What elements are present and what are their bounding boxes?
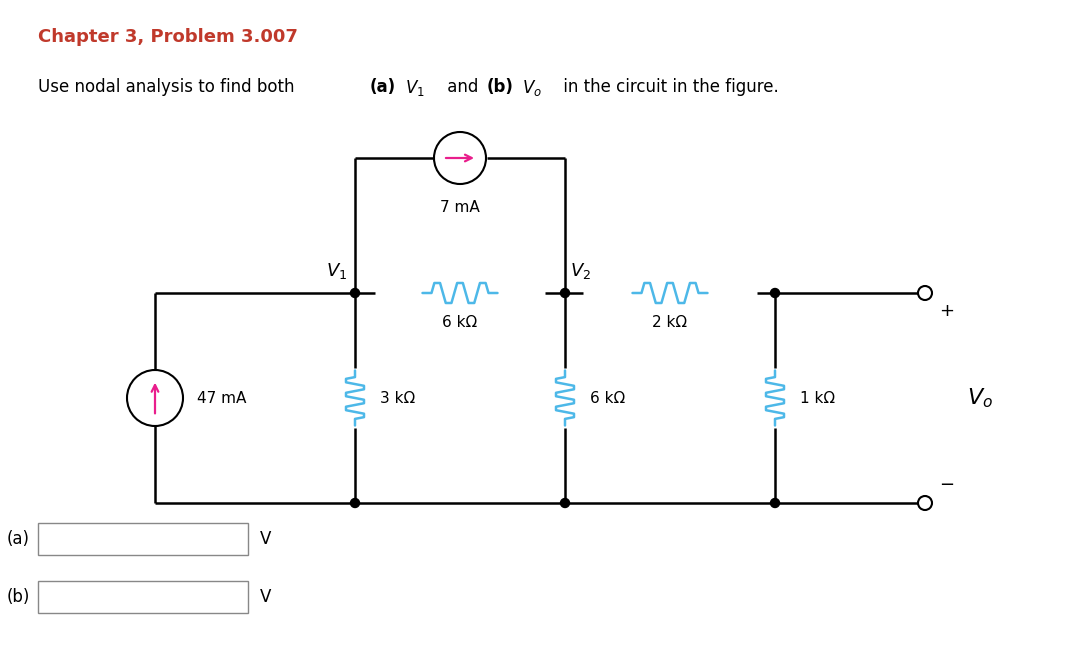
Circle shape xyxy=(770,498,780,507)
Circle shape xyxy=(127,370,183,426)
Circle shape xyxy=(770,289,780,298)
Text: (b): (b) xyxy=(6,588,30,606)
Text: 47 mA: 47 mA xyxy=(197,390,246,406)
Circle shape xyxy=(918,286,932,300)
Text: (b): (b) xyxy=(487,78,514,96)
Text: in the circuit in the figure.: in the circuit in the figure. xyxy=(558,78,779,96)
Text: $V_1$: $V_1$ xyxy=(405,78,424,98)
Text: (a): (a) xyxy=(370,78,396,96)
Text: $V_o$: $V_o$ xyxy=(522,78,542,98)
Text: $V_1$: $V_1$ xyxy=(326,261,347,281)
Text: and: and xyxy=(442,78,484,96)
Text: 7 mA: 7 mA xyxy=(441,200,480,215)
Text: (a): (a) xyxy=(6,530,30,548)
Circle shape xyxy=(918,496,932,510)
Text: $V_o$: $V_o$ xyxy=(967,386,993,410)
Text: 1 kΩ: 1 kΩ xyxy=(800,390,835,406)
Text: 6 kΩ: 6 kΩ xyxy=(443,315,477,330)
Text: 3 kΩ: 3 kΩ xyxy=(380,390,415,406)
Text: Chapter 3, Problem 3.007: Chapter 3, Problem 3.007 xyxy=(38,28,298,46)
FancyBboxPatch shape xyxy=(38,523,248,555)
Text: $V_2$: $V_2$ xyxy=(570,261,591,281)
Circle shape xyxy=(351,289,360,298)
Circle shape xyxy=(351,498,360,507)
Circle shape xyxy=(561,498,569,507)
Text: 6 kΩ: 6 kΩ xyxy=(590,390,625,406)
Text: Use nodal analysis to find both: Use nodal analysis to find both xyxy=(38,78,300,96)
Circle shape xyxy=(434,132,486,184)
Text: 2 kΩ: 2 kΩ xyxy=(652,315,688,330)
Text: +: + xyxy=(939,302,954,320)
Circle shape xyxy=(561,289,569,298)
Text: V: V xyxy=(260,588,271,606)
FancyBboxPatch shape xyxy=(38,581,248,613)
Text: −: − xyxy=(939,476,954,494)
Text: V: V xyxy=(260,530,271,548)
